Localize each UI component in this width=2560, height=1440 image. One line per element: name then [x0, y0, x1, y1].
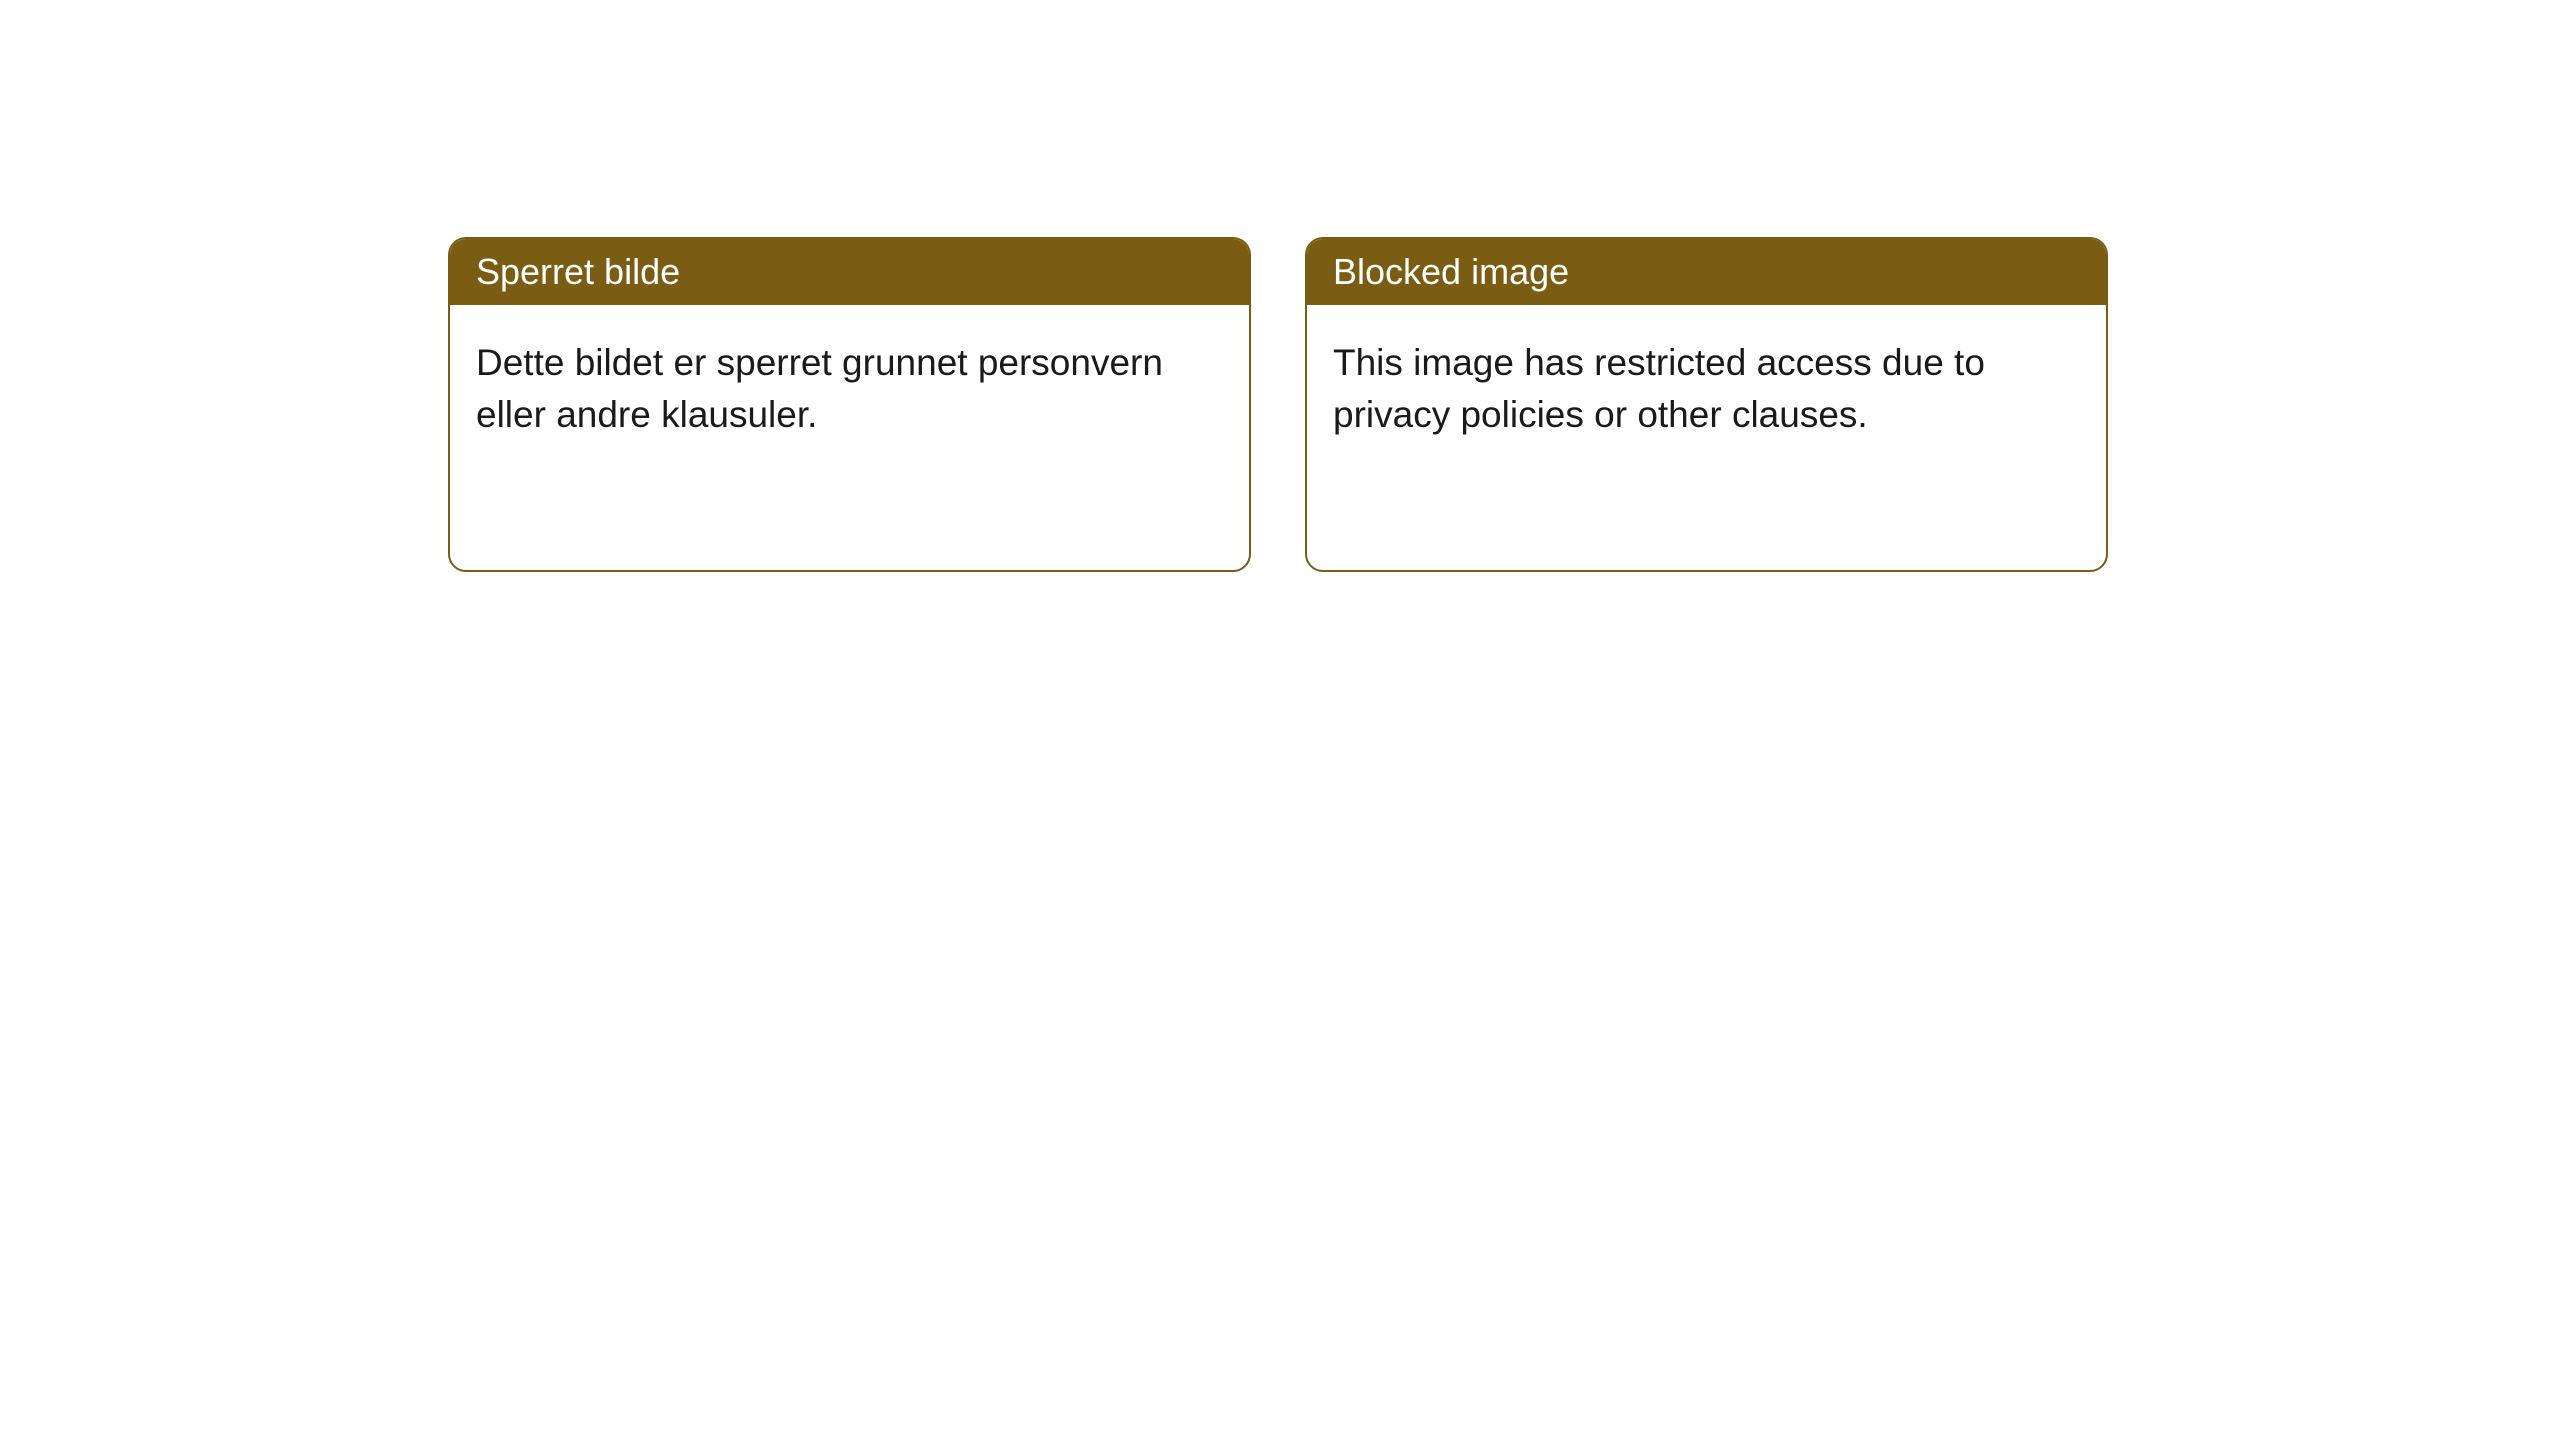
card-body: Dette bildet er sperret grunnet personve… — [450, 305, 1249, 473]
card-message: This image has restricted access due to … — [1333, 342, 1985, 435]
notice-card-english: Blocked image This image has restricted … — [1305, 237, 2108, 572]
card-body: This image has restricted access due to … — [1307, 305, 2106, 473]
notice-cards-container: Sperret bilde Dette bildet er sperret gr… — [448, 237, 2108, 572]
card-title: Blocked image — [1333, 251, 1569, 292]
card-title: Sperret bilde — [476, 251, 680, 292]
card-header: Sperret bilde — [450, 239, 1249, 305]
notice-card-norwegian: Sperret bilde Dette bildet er sperret gr… — [448, 237, 1251, 572]
card-message: Dette bildet er sperret grunnet personve… — [476, 342, 1163, 435]
card-header: Blocked image — [1307, 239, 2106, 305]
